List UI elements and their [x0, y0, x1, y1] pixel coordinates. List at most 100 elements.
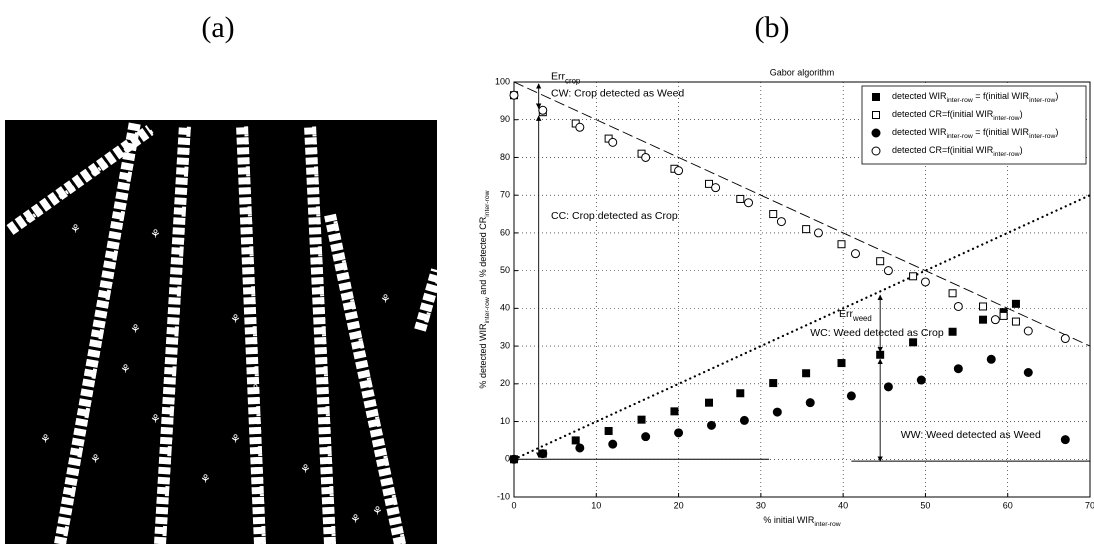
legend-marker: [872, 147, 880, 155]
point: [638, 416, 645, 423]
point: [609, 440, 617, 448]
y-tick-label: 50: [500, 265, 510, 275]
text: WW: Weed detected as Weed: [901, 429, 1041, 441]
weed: ⚘: [70, 222, 81, 236]
text: detected WIR: [892, 91, 947, 101]
weed: ⚘: [130, 322, 141, 336]
text: % detected WIR: [478, 323, 488, 389]
point: [1024, 369, 1032, 377]
weed: ⚘: [372, 504, 383, 518]
x-tick-label: 70: [1085, 500, 1094, 510]
point: [884, 383, 892, 391]
point: [572, 437, 579, 444]
point: [987, 355, 995, 363]
point: [712, 184, 720, 192]
annotation: WW: Weed detected as Weed: [901, 429, 1041, 441]
point: [707, 421, 715, 429]
point: [777, 218, 785, 226]
point: [949, 328, 956, 335]
weed: ⚘: [40, 432, 51, 446]
point: [609, 138, 617, 146]
point: [910, 273, 917, 280]
point: [576, 123, 584, 131]
weed: ⚘: [150, 412, 161, 426]
point: [770, 380, 777, 387]
chart-title: Gabor algorithm: [770, 67, 835, 77]
weed: ⚘: [380, 292, 391, 306]
weed: ⚘: [230, 432, 241, 446]
y-tick-label: 70: [500, 190, 510, 200]
binary-image: ⚘⚘⚘⚘⚘⚘⚘⚘⚘⚘⚘⚘⚘⚘⚘: [5, 120, 441, 544]
point: [770, 211, 777, 218]
y-tick-label: 30: [500, 340, 510, 350]
x-tick-label: 10: [591, 500, 601, 510]
point: [605, 427, 612, 434]
text: and % detected CR: [478, 216, 488, 297]
subscript: inter-row: [814, 521, 840, 528]
point: [642, 433, 650, 441]
point: [539, 450, 547, 458]
point: [877, 351, 884, 358]
point: [954, 302, 962, 310]
x-tick-label: 40: [838, 500, 848, 510]
point: [671, 408, 678, 415]
point: [576, 444, 584, 452]
text: detected CR=f(initial WIR: [892, 145, 994, 155]
point: [740, 416, 748, 424]
subscript: inter-row: [947, 97, 973, 104]
text: = f(initial WIR: [973, 127, 1030, 137]
y-tick-label: 90: [500, 114, 510, 124]
x-tick-label: 0: [511, 500, 516, 510]
point: [539, 106, 547, 114]
text: detected CR=f(initial WIR: [892, 109, 994, 119]
weed: ⚘: [150, 227, 161, 241]
legend-marker: [873, 94, 880, 101]
point: [917, 376, 925, 384]
y-tick-label: 0: [505, 454, 510, 464]
point: [642, 153, 650, 161]
point: [980, 316, 987, 323]
text: ): [1055, 127, 1058, 137]
point: [803, 226, 810, 233]
y-tick-label: 100: [495, 76, 510, 86]
annotation: WC: Weed detected as Crop: [810, 327, 944, 339]
weed: ⚘: [350, 512, 361, 526]
point: [838, 241, 845, 248]
subscript: inter-row: [484, 190, 491, 216]
point: [921, 278, 929, 286]
point: [773, 408, 781, 416]
point: [1012, 318, 1019, 325]
legend-marker: [873, 112, 880, 119]
y-tick-label: 10: [500, 416, 510, 426]
panel-label: (a): [201, 11, 234, 44]
y-tick-label: 80: [500, 152, 510, 162]
subscript: inter-row: [947, 133, 973, 140]
weed: ⚘: [230, 312, 241, 326]
weed: ⚘: [250, 382, 261, 396]
subscript: inter-row: [484, 297, 491, 323]
point: [803, 370, 810, 377]
subscript: weed: [852, 314, 872, 323]
legend-marker: [872, 129, 880, 137]
point: [675, 429, 683, 437]
point: [737, 195, 744, 202]
text: % initial WIR: [763, 515, 815, 525]
point: [745, 199, 753, 207]
point: [1061, 335, 1069, 343]
weed: ⚘: [200, 472, 211, 486]
figure: (a) (b) ⚘⚘⚘⚘⚘⚘⚘⚘⚘⚘⚘⚘⚘⚘⚘ 010203040506070-…: [0, 0, 1094, 544]
point: [991, 316, 999, 324]
text: detected WIR: [892, 127, 947, 137]
point: [1061, 436, 1069, 444]
annotation: CC: Crop detected as Crop: [551, 210, 678, 222]
point: [877, 258, 884, 265]
point: [814, 229, 822, 237]
x-axis-label: % initial WIRinter-row: [763, 515, 840, 528]
subscript: inter-row: [993, 115, 1019, 122]
text: CW: Crop detected as Weed: [551, 87, 684, 99]
point: [910, 339, 917, 346]
text: Err: [839, 308, 854, 320]
point: [847, 392, 855, 400]
point: [851, 250, 859, 258]
panel-label: (b): [755, 11, 790, 44]
